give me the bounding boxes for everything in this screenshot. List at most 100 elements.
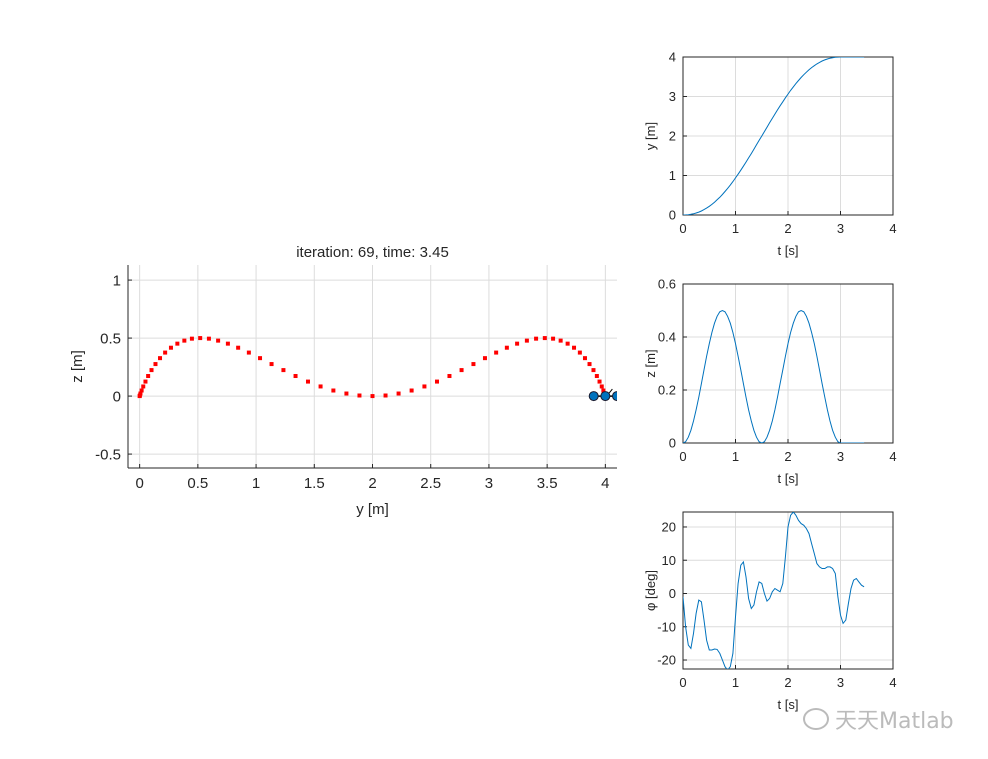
y-tick-label: 4 bbox=[669, 50, 676, 65]
trajectory-point bbox=[293, 374, 298, 379]
axes-1: 0 1 2 3 4 0 1 2 3 4 t [s] y [m] bbox=[643, 50, 897, 258]
x-tick-label: 3 bbox=[837, 675, 844, 690]
trajectory-point bbox=[482, 356, 487, 361]
trajectory-point bbox=[542, 336, 547, 341]
y-tick-label: 0 bbox=[669, 208, 676, 223]
trajectory-point bbox=[459, 368, 464, 373]
x-tick-label: 3.5 bbox=[537, 475, 558, 492]
trajectory-point bbox=[504, 345, 509, 350]
trajectory-point bbox=[558, 338, 563, 343]
y-tick-label: 1 bbox=[669, 168, 676, 183]
series-line-z bbox=[683, 309, 865, 443]
y-tick-label: 20 bbox=[662, 520, 676, 535]
axes-0: 0 0.5 1 1.5 2 2.5 3 3.5 4 -0.5 0 0.5 1 y [m] z [m] iter… bbox=[69, 244, 617, 518]
trajectory-point bbox=[422, 384, 427, 389]
trajectory-point bbox=[139, 388, 144, 393]
trajectory-point bbox=[146, 374, 151, 379]
trajectory-point bbox=[601, 388, 606, 393]
y-tick-label: 0.2 bbox=[658, 383, 676, 398]
y-tick-label: 0.5 bbox=[100, 330, 121, 347]
trajectory-point bbox=[182, 338, 187, 343]
trajectory-point bbox=[370, 394, 375, 399]
series-line-y bbox=[683, 57, 865, 215]
trajectory-point bbox=[409, 388, 414, 393]
trajectory-point bbox=[494, 350, 499, 355]
trajectory-point bbox=[158, 356, 163, 361]
x-tick-label: 1.5 bbox=[304, 475, 325, 492]
trajectory-point bbox=[189, 336, 194, 341]
trajectory-point bbox=[565, 341, 570, 346]
chart-title: iteration: 69, time: 3.45 bbox=[296, 244, 449, 261]
series-line-phi bbox=[683, 512, 865, 669]
x-tick-label: 0.5 bbox=[187, 475, 208, 492]
x-tick-label: 4 bbox=[889, 221, 896, 236]
y-axis-label: φ [deg] bbox=[643, 570, 658, 611]
y-tick-label: -20 bbox=[657, 653, 676, 668]
trajectory-point bbox=[305, 379, 310, 384]
trajectory-point bbox=[225, 341, 230, 346]
trajectory-point bbox=[534, 336, 539, 341]
trajectory-point bbox=[198, 336, 203, 341]
trajectory-point bbox=[281, 368, 286, 373]
y-tick-label: 0.6 bbox=[658, 277, 676, 292]
axes-box bbox=[682, 56, 894, 216]
trajectory-point bbox=[591, 368, 596, 373]
x-tick-label: 1 bbox=[252, 475, 260, 492]
trajectory-point bbox=[149, 368, 154, 373]
trajectory-point bbox=[577, 350, 582, 355]
x-tick-label: 2.5 bbox=[420, 475, 441, 492]
trajectory-point bbox=[269, 362, 274, 367]
quadrotor-rotor bbox=[588, 391, 599, 402]
axes-3: 0 1 2 3 4 -20 -10 0 10 20 t [s] φ [deg] bbox=[643, 511, 897, 712]
trajectory-point bbox=[163, 350, 168, 355]
trajectory-point bbox=[599, 384, 604, 389]
x-tick-label: 3 bbox=[837, 449, 844, 464]
x-tick-label: 1 bbox=[732, 221, 739, 236]
x-tick-label: 0 bbox=[679, 221, 686, 236]
y-tick-label: 0.4 bbox=[658, 330, 676, 345]
trajectory-point bbox=[383, 393, 388, 398]
trajectory-point bbox=[594, 374, 599, 379]
x-tick-label: 4 bbox=[889, 449, 896, 464]
x-tick-label: 0 bbox=[135, 475, 143, 492]
x-axis-label: y [m] bbox=[356, 501, 389, 518]
axes-2: 0 1 2 3 4 0 0.2 0.4 0.6 t [s] z [m] bbox=[643, 277, 897, 486]
y-tick-label: 3 bbox=[669, 89, 676, 104]
trajectory-point bbox=[168, 345, 173, 350]
trajectory-point bbox=[551, 336, 556, 341]
trajectory-point bbox=[216, 338, 221, 343]
trajectory-point bbox=[447, 374, 452, 379]
y-axis-label: z [m] bbox=[643, 349, 658, 377]
trajectory-point bbox=[318, 384, 323, 389]
y-tick-label: -10 bbox=[657, 619, 676, 634]
trajectory-point bbox=[396, 391, 401, 396]
x-tick-label: 2 bbox=[784, 221, 791, 236]
trajectory-point bbox=[258, 356, 263, 361]
trajectory-point bbox=[138, 391, 143, 396]
plot-content bbox=[683, 309, 865, 443]
wechat-icon bbox=[803, 708, 829, 730]
x-tick-label: 3 bbox=[485, 475, 493, 492]
quadrotor-rotor bbox=[612, 391, 617, 402]
watermark: 天天Matlab bbox=[803, 703, 954, 735]
quadrotor-rotor bbox=[600, 391, 611, 402]
trajectory-point bbox=[357, 393, 362, 398]
plot-content bbox=[683, 57, 865, 215]
trajectory-point bbox=[597, 379, 602, 384]
y-tick-label: 10 bbox=[662, 553, 676, 568]
x-tick-label: 2 bbox=[784, 675, 791, 690]
trajectory-point bbox=[515, 341, 520, 346]
trajectory-point bbox=[572, 345, 577, 350]
x-axis-label: t [s] bbox=[778, 471, 799, 486]
plot-content bbox=[683, 512, 865, 669]
watermark-text: 天天Matlab bbox=[835, 709, 954, 734]
x-tick-label: 1 bbox=[732, 675, 739, 690]
trajectory-point bbox=[435, 379, 440, 384]
y-tick-label: -0.5 bbox=[95, 446, 121, 463]
axes-box bbox=[682, 283, 894, 444]
plot-content bbox=[137, 336, 617, 402]
x-tick-label: 2 bbox=[368, 475, 376, 492]
x-axis-label: t [s] bbox=[778, 243, 799, 258]
axes-box bbox=[682, 511, 894, 670]
